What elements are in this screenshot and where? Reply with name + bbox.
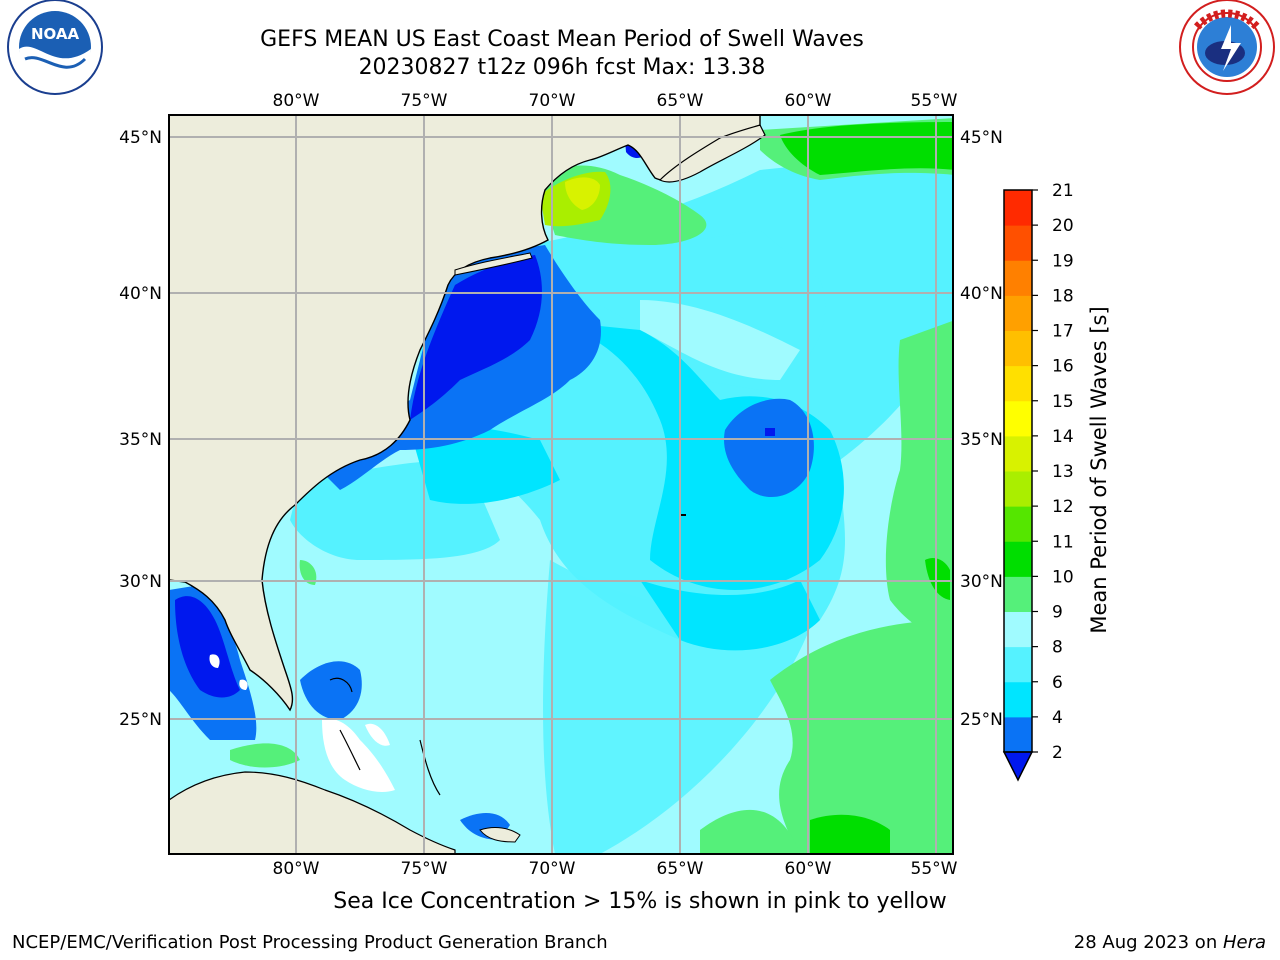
colorbar-label: Mean Period of Swell Waves [s] — [1087, 306, 1111, 633]
nws-logo — [1179, 0, 1275, 95]
lat-label-left: 30°N — [119, 572, 162, 592]
colorbar-tick-label: 9 — [1052, 603, 1063, 623]
colorbar-segment — [1004, 400, 1032, 437]
colorbar-tick-label: 19 — [1052, 251, 1074, 271]
footer-date-text: 28 Aug 2023 on — [1073, 932, 1223, 953]
land-cuba — [169, 771, 456, 854]
colorbar-tick-label: 12 — [1052, 497, 1074, 517]
lat-label-left: 35°N — [119, 430, 162, 450]
lon-label-bottom: 55°W — [911, 859, 958, 879]
colorbar-segment — [1004, 506, 1032, 542]
colorbar-segment — [1004, 435, 1032, 472]
sea-ice-caption: Sea Ice Concentration > 15% is shown in … — [333, 889, 947, 914]
colorbar-segment — [1004, 225, 1032, 261]
colorbar-segment — [1004, 716, 1032, 753]
lat-label-right: 35°N — [960, 430, 1003, 450]
lon-label-top: 70°W — [529, 91, 576, 111]
chart-subtitle: 20230827 t12z 096h fcst Max: 13.38 — [358, 55, 766, 80]
colorbar-segment — [1004, 330, 1032, 367]
colorbar-segment — [1004, 260, 1032, 296]
colorbar-segment — [1004, 295, 1032, 331]
lon-label-bottom: 60°W — [785, 859, 832, 879]
colorbar-tick-label: 18 — [1052, 286, 1074, 306]
lon-label-bottom: 80°W — [273, 859, 320, 879]
lon-label-top: 75°W — [401, 91, 448, 111]
lat-label-left: 45°N — [119, 128, 162, 148]
colorbar-tick-label: 17 — [1052, 322, 1074, 342]
chart-title: GEFS MEAN US East Coast Mean Period of S… — [260, 27, 864, 52]
colorbar-tick-label: 15 — [1052, 392, 1074, 412]
colorbar-tick-label: 13 — [1052, 462, 1074, 482]
map-frame — [168, 114, 954, 855]
colorbar-segment — [1004, 611, 1032, 648]
colorbar-tick-label: 20 — [1052, 216, 1074, 236]
lon-label-top: 55°W — [911, 91, 958, 111]
colorbar-tick-label: 2 — [1052, 743, 1063, 763]
colorbar-tick-label: 14 — [1052, 427, 1074, 447]
footer-credit: NCEP/EMC/Verification Post Processing Pr… — [12, 932, 608, 953]
footer-date: 28 Aug 2023 on Hera — [1074, 932, 1266, 953]
lat-label-left: 25°N — [119, 710, 162, 730]
colorbar-tick-label: 16 — [1052, 357, 1074, 377]
lat-label-right: 40°N — [960, 284, 1003, 304]
lat-label-right: 45°N — [960, 128, 1003, 148]
colorbar-tick-label: 21 — [1052, 181, 1074, 201]
lat-label-left: 40°N — [119, 284, 162, 304]
colorbar-tick-label: 8 — [1052, 638, 1063, 658]
map-area — [169, 115, 953, 854]
colorbar-segment — [1004, 190, 1032, 226]
colorbar-segment — [1004, 681, 1032, 718]
lat-label-right: 25°N — [960, 710, 1003, 730]
lon-label-top: 80°W — [273, 91, 320, 111]
colorbar-tick-label: 6 — [1052, 673, 1063, 693]
colorbar-segment — [1004, 646, 1032, 683]
colorbar: 2 4 6 8 9 10 11 12 13 14 15 16 17 18 19 20 21 — [1002, 181, 1074, 782]
lon-label-bottom: 75°W — [401, 859, 448, 879]
lat-label-right: 30°N — [960, 572, 1003, 592]
colorbar-segment — [1004, 471, 1032, 507]
lon-label-bottom: 70°W — [529, 859, 576, 879]
colorbar-extend-arrow — [1002, 751, 1034, 782]
colorbar-segment — [1004, 365, 1032, 402]
noaa-logo: NOAA — [7, 0, 103, 95]
colorbar-tick-label: 4 — [1052, 708, 1063, 728]
lon-label-top: 60°W — [785, 91, 832, 111]
colorbar-segment — [1004, 576, 1032, 612]
noaa-logo-text: NOAA — [31, 25, 80, 43]
lon-label-top: 65°W — [657, 91, 704, 111]
footer-machine: Hera — [1222, 932, 1266, 953]
colorbar-segment — [1004, 541, 1032, 577]
lon-label-bottom: 65°W — [657, 859, 704, 879]
colorbar-tick-label: 10 — [1052, 567, 1074, 587]
land-north-america — [169, 115, 761, 712]
colorbar-tick-label: 11 — [1052, 532, 1074, 552]
